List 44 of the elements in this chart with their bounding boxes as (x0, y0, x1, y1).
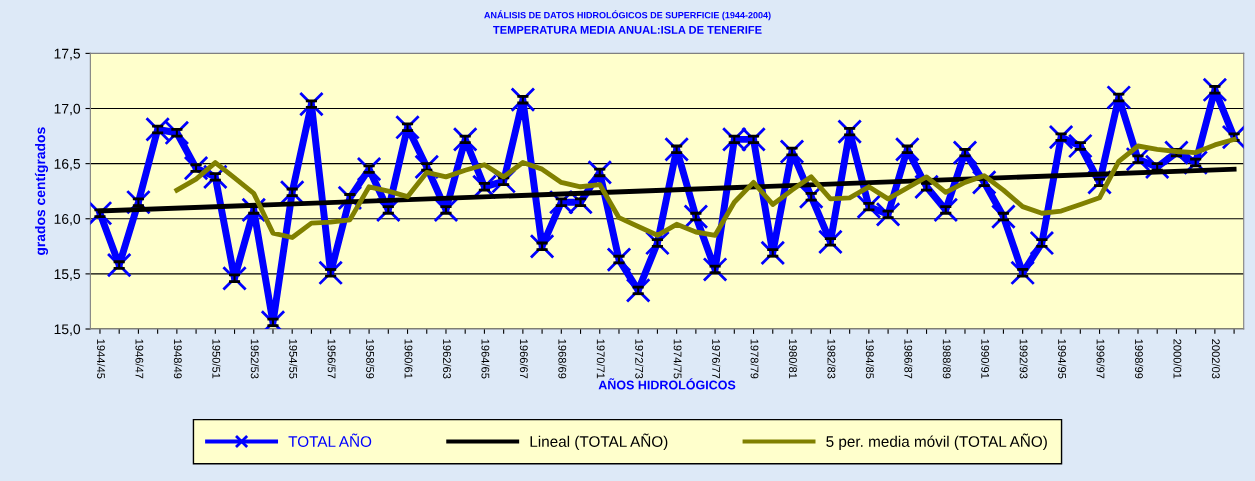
x-tick-label: 1986/87 (904, 339, 913, 379)
x-tick-label: 1994/95 (1058, 339, 1067, 379)
y-tick-label: 17,0 (54, 103, 81, 116)
x-tick-label: 1976/77 (712, 339, 721, 379)
chart-title: ANÁLISIS DE DATOS HIDROLÓGICOS DE SUPERFICIE (1944-2004) (484, 10, 771, 21)
x-tick-label: 2000/01 (1173, 339, 1182, 379)
x-tick-label: 1990/91 (981, 339, 990, 379)
y-tick-label: 15,0 (54, 324, 81, 336)
x-tick-label: 1984/85 (865, 339, 875, 379)
x-tick-label: 1952/53 (250, 339, 259, 379)
x-tick-label: 1944/45 (96, 339, 106, 379)
x-tick-label: 1998/99 (1135, 339, 1144, 379)
x-tick-label: 1996/97 (1096, 339, 1105, 379)
x-axis-title: AÑOS HIDROLÓGICOS (598, 378, 736, 390)
y-tick-label: 15,5 (54, 269, 81, 281)
x-tick-label: 1948/49 (173, 339, 183, 379)
line-series (174, 136, 1237, 240)
legend-label: TOTAL AÑO (288, 433, 372, 447)
y-tick-label: 16,0 (54, 214, 81, 226)
y-tick-label: 17,5 (54, 48, 81, 61)
x-tick-label: 1958/59 (366, 339, 375, 379)
x-tick-label: 1950/51 (212, 339, 221, 379)
x-tick-label: 1972/73 (635, 339, 644, 379)
x-tick-label: 1968/69 (558, 339, 567, 379)
x-tick-label: 1956/57 (327, 339, 336, 379)
y-axis-title: grados centígrados (34, 127, 49, 256)
x-tick-label: 1974/75 (673, 339, 682, 379)
y-tick-label: 16,5 (54, 158, 81, 171)
x-tick-label: 1980/81 (789, 339, 798, 379)
x-tick-label: 1988/89 (942, 339, 951, 379)
x-tick-label: 1966/67 (519, 339, 529, 379)
legend-label: Lineal (TOTAL AÑO) (530, 433, 668, 450)
x-tick-label: 1978/79 (750, 339, 759, 379)
x-tick-label: 1962/63 (442, 339, 452, 379)
x-tick-label: 2002/03 (1211, 339, 1221, 379)
x-tick-label: 1982/83 (827, 339, 836, 379)
x-tick-label: 1970/71 (596, 339, 605, 379)
legend-label: 5 per. media móvil (TOTAL AÑO) (826, 433, 1047, 450)
x-tick-label: 1946/47 (135, 339, 144, 379)
x-tick-label: 1960/61 (404, 339, 413, 379)
x-tick-label: 1954/55 (289, 339, 298, 379)
x-tick-label: 1964/65 (481, 339, 490, 379)
chart-subtitle: TEMPERATURA MEDIA ANUAL:ISLA DE TENERIFE (493, 25, 762, 34)
x-tick-label: 1992/93 (1019, 339, 1028, 379)
